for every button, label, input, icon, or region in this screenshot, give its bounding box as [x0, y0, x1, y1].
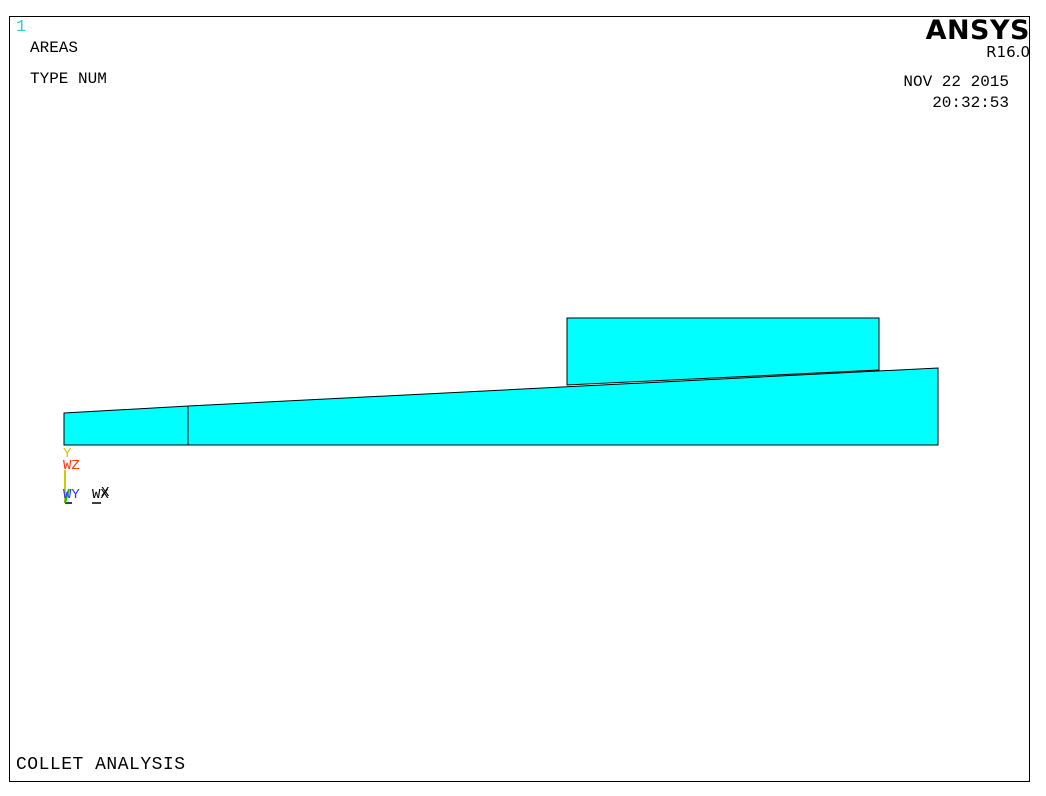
viewport-frame — [9, 16, 1030, 782]
model-title: COLLET ANALYSIS — [16, 755, 186, 775]
area-1[interactable] — [63, 405, 189, 446]
ansys-logo: ANSYS — [925, 15, 1030, 46]
plot-date: NOV 22 2015 — [903, 73, 1009, 91]
plot-type-label: AREAS — [30, 39, 79, 57]
triad-wz-label: WZ — [63, 458, 80, 474]
area-2[interactable] — [187, 367, 939, 446]
triad-y-label: Y — [63, 446, 72, 462]
area-3[interactable] — [566, 317, 880, 386]
plot-time: 20:32:53 — [932, 94, 1009, 112]
triad-z-axis — [64, 488, 70, 504]
window-number: 1 — [16, 18, 27, 37]
triad-wx-label: WX — [92, 487, 109, 503]
version-label: R16.0 — [986, 43, 1030, 61]
triad-wy-label: WY — [63, 487, 80, 503]
numbering-label: TYPE NUM — [30, 70, 107, 88]
triad-x-label: X — [101, 485, 110, 501]
coordinate-triad — [64, 470, 101, 504]
